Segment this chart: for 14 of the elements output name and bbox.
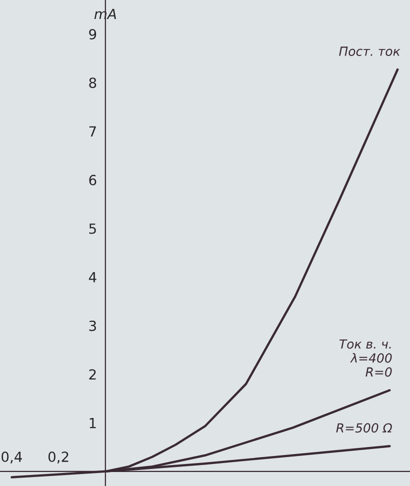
x-tick-label: 0,4 — [2, 452, 22, 464]
y-tick-label: 2 — [89, 369, 96, 380]
x-tick-label: 0,2 — [48, 452, 68, 464]
y-tick-label: 6 — [89, 174, 96, 186]
y-tick-label: 9 — [89, 28, 96, 40]
series-label: Ток в. ч. λ=400 R=0 — [339, 339, 392, 377]
y-tick-label: 7 — [89, 126, 96, 136]
series-label: Пост. ток — [339, 46, 400, 56]
y-tick-label: 3 — [89, 320, 96, 332]
y-tick-label: 5 — [89, 224, 96, 234]
y-tick-label: 1 — [90, 418, 96, 428]
y-tick-label: 8 — [89, 78, 96, 88]
y-tick-label: 4 — [88, 272, 96, 282]
series-label: R=500 Ω — [336, 423, 392, 433]
